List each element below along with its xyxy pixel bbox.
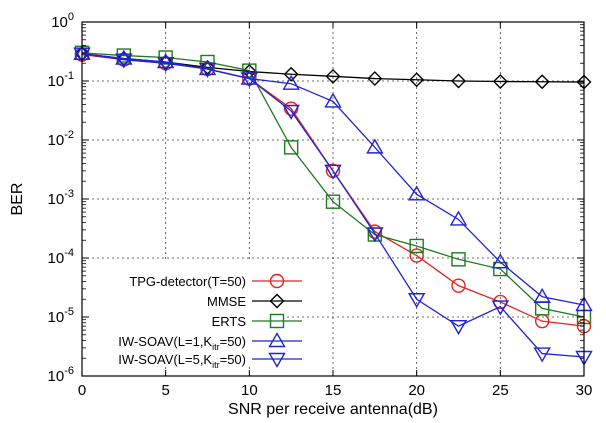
data-point <box>409 238 424 254</box>
x-tick-label: 5 <box>161 382 169 399</box>
y-tick-label: 100 <box>51 11 74 31</box>
data-point <box>449 319 468 336</box>
y-tick-label: 10-1 <box>48 70 74 90</box>
data-point <box>449 210 468 226</box>
legend-label: TPG-detector(T=50) <box>129 274 246 289</box>
data-point <box>324 92 342 108</box>
x-tick-label: 30 <box>576 382 593 399</box>
y-tick-label: 10-6 <box>48 365 74 385</box>
axis-ticks: 0 5 10 15 20 25 30 10-6 10-5 10-4 10-3 10-2 10-1 100 <box>48 11 593 399</box>
data-point <box>451 73 466 89</box>
series-line <box>81 53 585 358</box>
legend-label: IW-SOAV(L=1,Kitr=50) <box>118 334 246 352</box>
x-tick-label: 20 <box>408 382 425 399</box>
legend-item: IW-SOAV(L=5,Kitr=50) <box>118 352 302 370</box>
data-point <box>409 248 424 263</box>
data-point <box>325 194 341 209</box>
legend-marker <box>268 332 286 348</box>
legend-background <box>90 260 284 364</box>
data-point <box>534 74 550 90</box>
legend-label: IW-SOAV(L=5,Kitr=50) <box>118 352 246 370</box>
data-point <box>283 140 299 155</box>
data-point <box>367 71 383 87</box>
y-tick-label: 10-4 <box>48 247 74 267</box>
legend-marker <box>269 273 285 289</box>
legend-marker <box>269 313 285 329</box>
legend: TPG-detector(T=50) MMSE ERTS IW-SOAV(L=1,Ki… <box>118 273 302 370</box>
x-axis-label: SNR per receive antenna(dB) <box>228 401 438 418</box>
data-point <box>324 164 342 180</box>
x-tick-label: 10 <box>241 382 258 399</box>
data-point <box>491 300 510 316</box>
legend-item: TPG-detector(T=50) <box>129 273 302 289</box>
data-point <box>366 138 384 154</box>
data-point <box>451 278 466 293</box>
data-point <box>533 287 551 303</box>
data-point <box>451 252 466 267</box>
data-point <box>407 185 426 201</box>
legend-item: MMSE <box>207 293 302 309</box>
data-point <box>240 72 259 88</box>
data-point <box>242 63 257 78</box>
data-point <box>198 62 217 78</box>
y-tick-label: 10-3 <box>48 188 74 208</box>
data-point <box>282 104 300 120</box>
legend-item: IW-SOAV(L=1,Kitr=50) <box>118 332 302 352</box>
x-tick-label: 0 <box>78 382 86 399</box>
data-point <box>325 68 341 84</box>
data-point <box>282 74 300 90</box>
data-point <box>492 74 508 90</box>
legend-marker <box>268 352 286 368</box>
data-point <box>407 293 426 309</box>
data-point <box>158 54 174 70</box>
data-point <box>366 227 384 243</box>
data-point <box>283 66 299 82</box>
legend-label: ERTS <box>212 314 247 329</box>
data-point <box>409 72 425 88</box>
y-axis-label: BER <box>9 183 26 216</box>
x-tick-label: 15 <box>325 382 342 399</box>
data-point <box>533 347 551 363</box>
data-point <box>491 253 510 269</box>
y-tick-label: 10-2 <box>48 129 74 149</box>
data-point <box>156 53 175 69</box>
x-tick-label: 25 <box>492 382 509 399</box>
data-point <box>156 57 175 73</box>
legend-marker <box>269 293 285 309</box>
legend-item: ERTS <box>212 313 302 329</box>
legend-label: MMSE <box>207 294 246 309</box>
data-point <box>115 49 133 65</box>
y-tick-label: 10-5 <box>48 306 74 326</box>
data-point <box>115 53 133 69</box>
series-line <box>81 53 585 306</box>
